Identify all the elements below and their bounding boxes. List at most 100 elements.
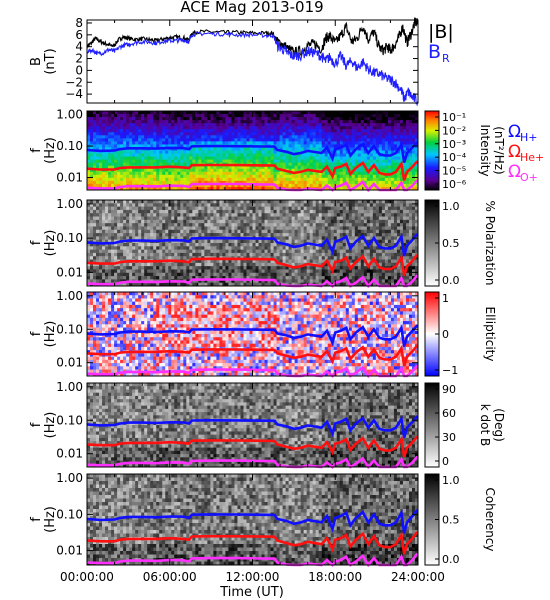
heatmap-cell — [342, 171, 347, 176]
heatmap-cell — [90, 138, 94, 142]
heatmap-cell — [114, 144, 118, 148]
heatmap-cell — [231, 183, 235, 188]
heatmap-cell — [237, 156, 241, 161]
heatmap-cell — [177, 177, 181, 182]
heatmap-cell — [243, 243, 247, 247]
heatmap-cell — [135, 126, 139, 130]
heatmap-cell — [216, 135, 220, 139]
heatmap-cell — [363, 156, 368, 161]
heatmap-cell — [222, 138, 226, 142]
heatmap-cell — [210, 117, 214, 121]
heatmap-cell — [384, 147, 389, 151]
heatmap-cell — [264, 246, 268, 251]
heatmap-cell — [93, 203, 97, 208]
heatmap-cell — [189, 233, 193, 237]
heatmap-cell — [366, 129, 371, 133]
heatmap-cell — [288, 256, 293, 260]
heatmap-cell — [414, 239, 419, 244]
heatmap-cell — [141, 150, 145, 154]
heatmap-cell — [243, 129, 247, 133]
heatmap-cell — [303, 132, 308, 136]
heatmap-cell — [162, 138, 166, 142]
heatmap-cell — [330, 209, 335, 214]
heatmap-cell — [105, 138, 109, 142]
heatmap-cell — [87, 126, 91, 130]
heatmap-cell — [225, 177, 229, 182]
heatmap-cell — [219, 183, 223, 188]
heatmap-cell — [123, 209, 127, 214]
heatmap-cell — [405, 206, 410, 211]
heatmap-cell — [96, 126, 100, 130]
heatmap-cell — [378, 162, 383, 167]
heatmap-cell — [345, 168, 350, 173]
heatmap-cell — [255, 129, 259, 133]
heatmap-cell — [390, 138, 395, 142]
heatmap-cell — [330, 135, 335, 139]
heatmap-cell — [285, 126, 290, 130]
heatmap-cell — [219, 252, 223, 257]
heatmap-cell — [285, 183, 290, 188]
heatmap-cell — [258, 223, 262, 227]
heatmap-cell — [333, 153, 338, 157]
heatmap-cell — [192, 229, 196, 234]
heatmap-cell — [96, 259, 100, 264]
heatmap-cell — [255, 229, 259, 234]
heatmap-cell — [348, 123, 353, 127]
heatmap-cell — [225, 239, 229, 244]
heatmap-cell — [267, 209, 271, 214]
heatmap-cell — [174, 203, 178, 208]
heatmap-cell — [198, 135, 202, 139]
heatmap-cell — [279, 219, 283, 224]
heatmap-cell — [234, 213, 238, 217]
heatmap-cell — [222, 117, 226, 121]
heatmap-cell — [237, 233, 241, 237]
heatmap-cell — [213, 123, 217, 127]
heatmap-cell — [306, 144, 311, 148]
heatmap-cell — [318, 203, 323, 208]
heatmap-cell — [405, 129, 410, 133]
heatmap-cell — [129, 203, 133, 208]
heatmap-cell — [249, 252, 253, 257]
heatmap-cell — [306, 153, 311, 157]
heatmap-cell — [357, 203, 362, 208]
heatmap-cell — [357, 206, 362, 211]
heatmap-cell — [180, 168, 184, 173]
heatmap-cell — [162, 236, 166, 241]
heatmap-cell — [213, 126, 217, 130]
heatmap-cell — [366, 252, 371, 257]
heatmap-cell — [336, 150, 341, 154]
y-tick-label: 0 — [75, 63, 83, 77]
heatmap-cell — [381, 177, 386, 182]
heatmap-cell — [201, 219, 205, 224]
heatmap-cell — [141, 111, 145, 115]
heatmap-cell — [255, 135, 259, 139]
heatmap-cell — [147, 171, 151, 176]
heatmap-cell — [363, 219, 368, 224]
heatmap-cell — [261, 114, 265, 118]
heatmap-cell — [201, 216, 205, 221]
heatmap-cell — [234, 246, 238, 251]
heatmap-cell — [342, 147, 347, 151]
heatmap-cell — [135, 174, 139, 179]
heatmap-cell — [399, 229, 404, 234]
heatmap-cell — [387, 219, 392, 224]
heatmap-cell — [345, 223, 350, 227]
heatmap-cell — [279, 177, 283, 182]
heatmap-cell — [126, 177, 130, 182]
heatmap-cell — [258, 229, 262, 234]
heatmap-cell — [318, 246, 323, 251]
heatmap-cell — [321, 239, 326, 244]
heatmap-cell — [312, 165, 317, 170]
heatmap-cell — [306, 256, 311, 260]
heatmap-cell — [189, 186, 193, 191]
heatmap-cell — [390, 243, 395, 247]
heatmap-cell — [87, 156, 91, 161]
heatmap-cell — [117, 233, 121, 237]
heatmap-cell — [375, 223, 380, 227]
heatmap-cell — [372, 153, 377, 157]
heatmap-cell — [150, 129, 154, 133]
heatmap-cell — [378, 132, 383, 136]
heatmap-cell — [141, 144, 145, 148]
heatmap-cell — [384, 162, 389, 167]
heatmap-cell — [165, 144, 169, 148]
